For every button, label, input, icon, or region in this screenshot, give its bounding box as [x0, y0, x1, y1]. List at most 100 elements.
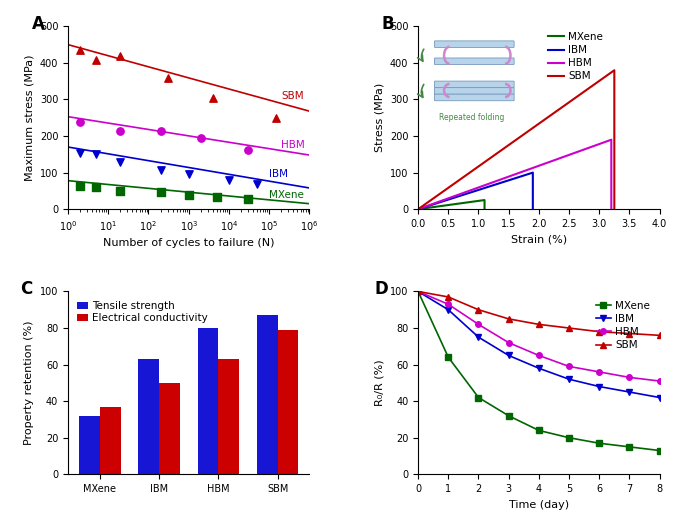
- X-axis label: Time (day): Time (day): [509, 500, 569, 510]
- HBM: [444, 301, 452, 307]
- Legend: Tensile strength, Electrical conductivity: Tensile strength, Electrical conductivit…: [73, 297, 212, 327]
- Point: [207, 93, 218, 102]
- MXene: [414, 288, 422, 295]
- Point: [75, 148, 86, 157]
- Point: [195, 134, 206, 142]
- MXene: [475, 394, 483, 401]
- HBM: [505, 339, 513, 346]
- HBM: [626, 374, 634, 380]
- HBM: [414, 288, 422, 295]
- SBM: [626, 330, 634, 337]
- Bar: [218, 359, 239, 474]
- Text: SBM: SBM: [282, 91, 304, 101]
- IBM: [414, 288, 422, 295]
- Legend: MXene, IBM, HBM, SBM: MXene, IBM, HBM, SBM: [592, 297, 654, 354]
- SBM: [444, 294, 452, 300]
- SBM: [610, 206, 618, 212]
- IBM: [529, 206, 537, 212]
- MXene: [481, 206, 489, 212]
- Point: [155, 166, 166, 174]
- HBM: [565, 363, 573, 369]
- Y-axis label: Property retention (%): Property retention (%): [24, 320, 35, 445]
- Point: [243, 195, 254, 203]
- HBM: [607, 136, 615, 143]
- Line: SBM: SBM: [418, 70, 614, 209]
- IBM: [534, 365, 543, 372]
- IBM: [565, 376, 573, 383]
- Text: D: D: [375, 280, 388, 298]
- Point: [90, 183, 101, 191]
- MXene: [534, 427, 543, 434]
- SBM: [414, 206, 422, 212]
- Point: [90, 56, 101, 65]
- Text: C: C: [20, 280, 32, 298]
- Y-axis label: R₀/R (%): R₀/R (%): [375, 359, 384, 406]
- Point: [75, 118, 86, 126]
- Y-axis label: Stress (MPa): Stress (MPa): [375, 83, 384, 152]
- Text: IBM: IBM: [269, 170, 288, 180]
- SBM: [505, 316, 513, 322]
- Bar: [277, 330, 299, 474]
- SBM: [565, 325, 573, 331]
- HBM: [607, 206, 615, 212]
- HBM: [475, 321, 483, 328]
- Line: SBM: SBM: [415, 289, 662, 338]
- Point: [252, 180, 262, 189]
- IBM: [444, 307, 452, 313]
- Point: [115, 187, 126, 195]
- MXene: [444, 354, 452, 360]
- Bar: [159, 383, 180, 474]
- HBM: [656, 378, 664, 384]
- Point: [155, 127, 166, 135]
- Point: [155, 188, 166, 196]
- HBM: [595, 369, 603, 375]
- Y-axis label: Maximum stress (MPa): Maximum stress (MPa): [24, 54, 34, 181]
- IBM: [505, 352, 513, 358]
- Point: [115, 126, 126, 135]
- Point: [115, 158, 126, 166]
- IBM: [414, 206, 422, 212]
- Point: [75, 182, 86, 190]
- Point: [184, 170, 194, 179]
- Bar: [198, 328, 218, 474]
- SBM: [656, 332, 664, 338]
- Point: [184, 190, 194, 199]
- SBM: [414, 288, 422, 295]
- SBM: [534, 321, 543, 328]
- MXene: [656, 447, 664, 454]
- Point: [115, 52, 126, 60]
- IBM: [626, 389, 634, 395]
- SBM: [475, 307, 483, 313]
- Line: MXene: MXene: [415, 289, 662, 453]
- Text: HBM: HBM: [282, 140, 305, 150]
- MXene: [595, 440, 603, 446]
- Point: [271, 113, 282, 122]
- Text: B: B: [382, 15, 394, 33]
- SBM: [595, 328, 603, 335]
- Line: IBM: IBM: [415, 289, 662, 401]
- MXene: [414, 206, 422, 212]
- Legend: MXene, IBM, HBM, SBM: MXene, IBM, HBM, SBM: [544, 28, 607, 85]
- Point: [163, 74, 173, 83]
- IBM: [475, 334, 483, 340]
- Point: [243, 145, 254, 154]
- MXene: [481, 197, 489, 203]
- Point: [75, 46, 86, 54]
- Line: IBM: IBM: [418, 173, 533, 209]
- Line: MXene: MXene: [418, 200, 485, 209]
- HBM: [414, 206, 422, 212]
- IBM: [529, 170, 537, 176]
- MXene: [565, 435, 573, 441]
- Text: A: A: [32, 15, 45, 33]
- X-axis label: Number of cycles to failure (N): Number of cycles to failure (N): [103, 238, 275, 248]
- IBM: [595, 383, 603, 389]
- HBM: [534, 352, 543, 358]
- MXene: [626, 444, 634, 450]
- Bar: [79, 416, 100, 474]
- Bar: [138, 359, 159, 474]
- Point: [224, 175, 235, 184]
- Line: HBM: HBM: [418, 140, 611, 209]
- Point: [211, 193, 222, 202]
- MXene: [505, 413, 513, 419]
- Bar: [100, 407, 120, 474]
